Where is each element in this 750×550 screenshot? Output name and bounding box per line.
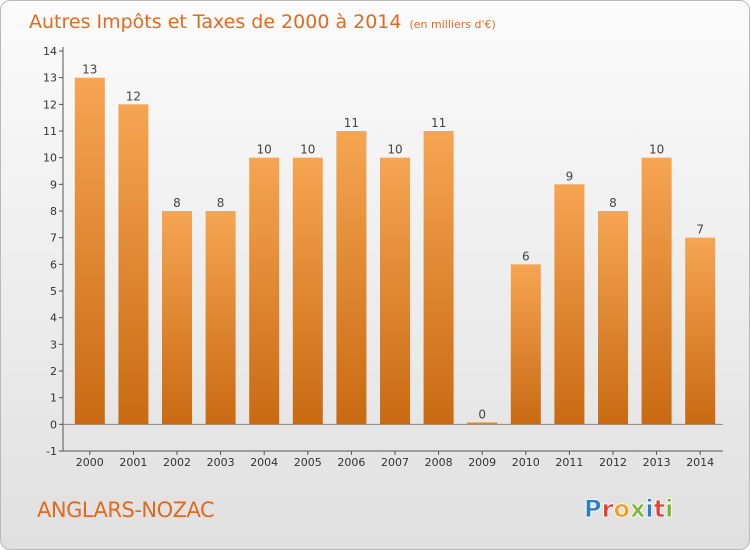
bar-2005 — [292, 157, 323, 425]
bar-2011 — [554, 184, 585, 425]
y-tick-label: 13 — [43, 72, 57, 85]
x-tick-label: 2008 — [425, 456, 453, 469]
bar-2004 — [249, 157, 280, 425]
x-tick-label: 2014 — [686, 456, 714, 469]
bar-2010 — [510, 264, 541, 425]
x-tick-label: 2012 — [599, 456, 627, 469]
x-tick-label: 2011 — [555, 456, 583, 469]
proxiti-logo: Proxiti — [584, 495, 673, 523]
y-tick-label: 6 — [50, 258, 57, 271]
title-unit: (en milliers d'€) — [410, 18, 496, 31]
y-tick-label: 14 — [43, 45, 57, 58]
bar-value-label: 9 — [566, 169, 574, 183]
chart-title: Autres Impôts et Taxes de 2000 à 2014 (en… — [29, 11, 496, 33]
bar-2007 — [380, 157, 410, 425]
x-tick-label: 2000 — [76, 456, 104, 469]
bar-2003 — [205, 211, 236, 425]
y-tick-label: -1 — [46, 445, 57, 458]
x-tick-label: 2001 — [119, 456, 147, 469]
y-tick-label: 3 — [50, 338, 57, 351]
bar-2000 — [74, 77, 105, 425]
bar-value-label: 12 — [126, 89, 141, 103]
x-tick-label: 2007 — [381, 456, 409, 469]
y-tick-label: 1 — [50, 392, 57, 405]
y-tick-label: 8 — [50, 205, 57, 218]
bar-2013 — [641, 157, 672, 425]
title-main: Autres Impôts et Taxes de 2000 à 2014 — [29, 11, 402, 33]
x-tick-label: 2002 — [163, 456, 191, 469]
bar-2012 — [598, 211, 628, 425]
bar-value-label: 8 — [217, 196, 225, 210]
x-tick-label: 2003 — [207, 456, 235, 469]
bar-value-label: 7 — [696, 223, 704, 237]
bars: 13 12 8 8 10 10 11 10 11 0 6 9 8 10 7 — [74, 63, 716, 425]
y-tick-label: 2 — [50, 365, 57, 378]
bar-2014 — [685, 237, 716, 425]
x-tick-label: 2004 — [250, 456, 278, 469]
bar-value-label: 13 — [82, 63, 97, 77]
x-tick-label: 2005 — [294, 456, 322, 469]
y-tick-label: 12 — [43, 98, 57, 111]
bar-value-label: 10 — [257, 143, 272, 157]
y-tick-label: 0 — [50, 418, 57, 431]
bar-value-label: 0 — [478, 407, 486, 421]
y-tick-label: 10 — [43, 152, 57, 165]
y-tick-label: 5 — [50, 285, 57, 298]
y-tick-label: 9 — [50, 178, 57, 191]
x-tick-label: 2009 — [468, 456, 496, 469]
y-tick-label: 7 — [50, 232, 57, 245]
bar-value-label: 8 — [609, 196, 617, 210]
bar-2002 — [162, 211, 192, 425]
bar-value-label: 8 — [173, 196, 181, 210]
bar-2001 — [118, 104, 149, 425]
bar-value-label: 10 — [649, 143, 664, 157]
bar-value-label: 11 — [431, 116, 446, 130]
bar-value-label: 10 — [387, 143, 402, 157]
bar-2009 — [467, 422, 498, 425]
bar-value-label: 10 — [300, 143, 315, 157]
commune-name: ANGLARS-NOZAC — [37, 498, 214, 522]
x-axis: 2000 2001 2002 2003 2004 2005 2006 2007 2008 2009… — [63, 423, 723, 469]
y-tick-label: 11 — [43, 125, 57, 138]
y-tick-label: 4 — [50, 312, 57, 325]
bar-2006 — [336, 131, 367, 425]
bar-2008 — [423, 131, 454, 425]
x-tick-label: 2010 — [512, 456, 540, 469]
bar-value-label: 6 — [522, 249, 530, 263]
bar-value-label: 11 — [344, 116, 359, 130]
x-tick-label: 2006 — [337, 456, 365, 469]
x-tick-label: 2013 — [643, 456, 671, 469]
